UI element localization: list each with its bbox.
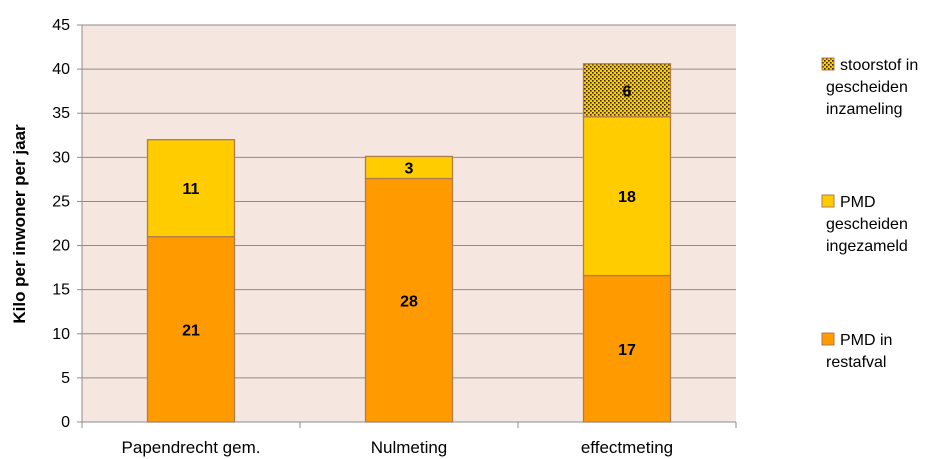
y-tick-label: 45 [52,17,70,34]
legend-label: PMD [840,194,876,211]
y-tick-label: 0 [61,414,70,431]
bar-segment [146,236,236,423]
y-tick-label: 30 [52,149,70,166]
y-tick-label: 35 [52,105,70,122]
x-tick-label: Papendrecht gem. [122,438,261,457]
legend-label: inzameling [826,101,902,118]
legend-label: PMD in [840,332,892,349]
x-tick-label: Nulmeting [371,438,448,457]
data-label: 18 [618,189,636,206]
y-tick-label: 5 [61,370,70,387]
y-tick-label: 15 [52,282,70,299]
bar-segment [364,155,454,180]
legend-label: stoorstof in [840,57,918,74]
data-labels: 21 11 28 3 17 18 6 [182,83,636,358]
legend-swatch [821,194,835,208]
y-tick-label: 10 [52,326,70,343]
data-label: 17 [618,342,636,359]
legend-label: restafval [826,354,886,371]
data-label: 3 [405,160,414,177]
data-label: 11 [183,181,200,198]
legend-label: gescheiden [826,216,908,233]
bar-segment [582,274,672,423]
y-tick-label: 20 [52,238,70,255]
legend-swatch [821,57,835,71]
legend: stoorstof in gescheiden inzameling PMD gesch… [821,57,918,371]
bar-segment [146,139,236,238]
y-tick-label: 25 [52,193,70,210]
y-axis-label: Kilo per inwoner per jaar [10,124,29,324]
data-label: 6 [623,83,632,100]
legend-swatch [821,332,835,346]
legend-label: gescheiden [826,79,908,96]
data-label: 28 [400,293,418,310]
y-tick-label: 40 [52,61,70,78]
axes: 0 5 10 15 20 25 30 35 40 45 Papendrecht gem. Nulmet… [52,17,737,457]
data-label: 21 [182,322,200,339]
bars [146,63,672,423]
bar-segment [582,63,672,118]
x-tick-label: effectmeting [581,438,673,457]
legend-label: ingezameld [826,238,908,255]
bar-segment [582,116,672,277]
